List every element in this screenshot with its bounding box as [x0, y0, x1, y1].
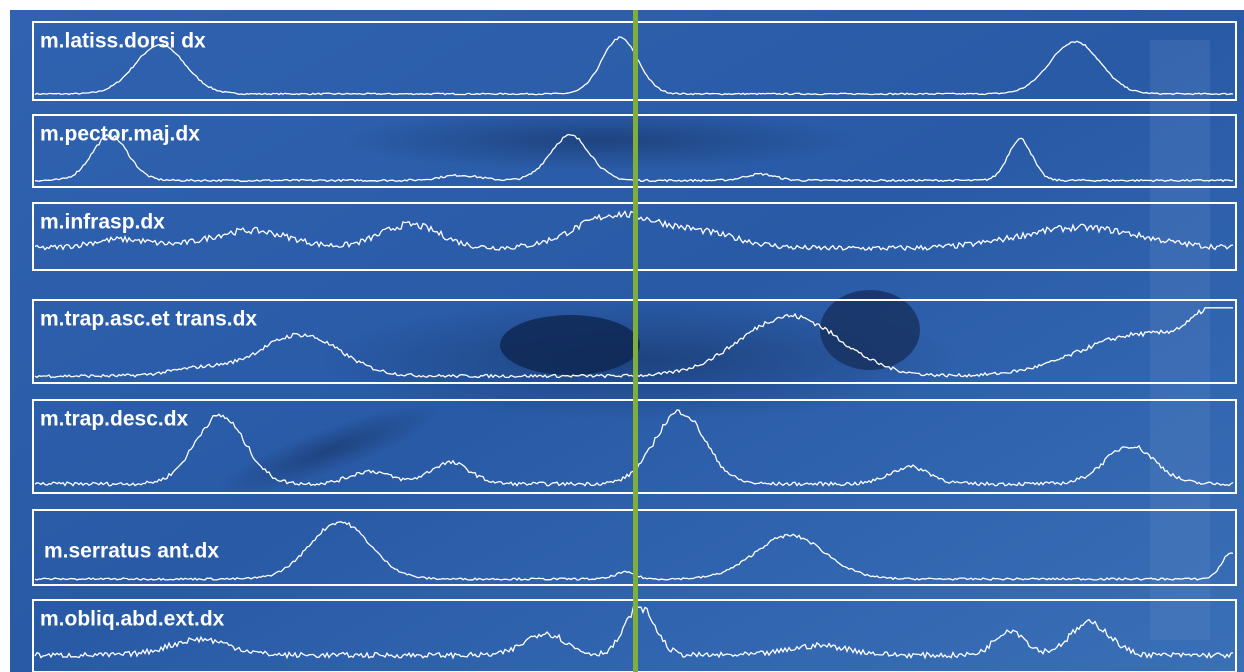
muscle-label: m.infrasp.dx [40, 211, 165, 234]
swimmer-trunks [500, 315, 640, 375]
pool-wall [1150, 40, 1210, 640]
emg-video-frame: m.latiss.dorsi dx m.pector.maj.dx m.infras… [0, 0, 1244, 672]
muscle-label: m.trap.asc.et trans.dx [40, 308, 257, 331]
page: {"panels": [ {"label": "m.latiss.dorsi d… [0, 0, 1244, 672]
muscle-label: m.serratus ant.dx [44, 540, 219, 563]
time-cursor [633, 10, 638, 672]
muscle-label: m.trap.desc.dx [40, 408, 189, 431]
muscle-label: m.latiss.dorsi dx [40, 30, 206, 53]
shadow [340, 110, 860, 170]
muscle-label: m.pector.maj.dx [40, 123, 200, 146]
muscle-label: m.obliq.abd.ext.dx [40, 608, 225, 631]
swimmer-head [820, 290, 920, 370]
